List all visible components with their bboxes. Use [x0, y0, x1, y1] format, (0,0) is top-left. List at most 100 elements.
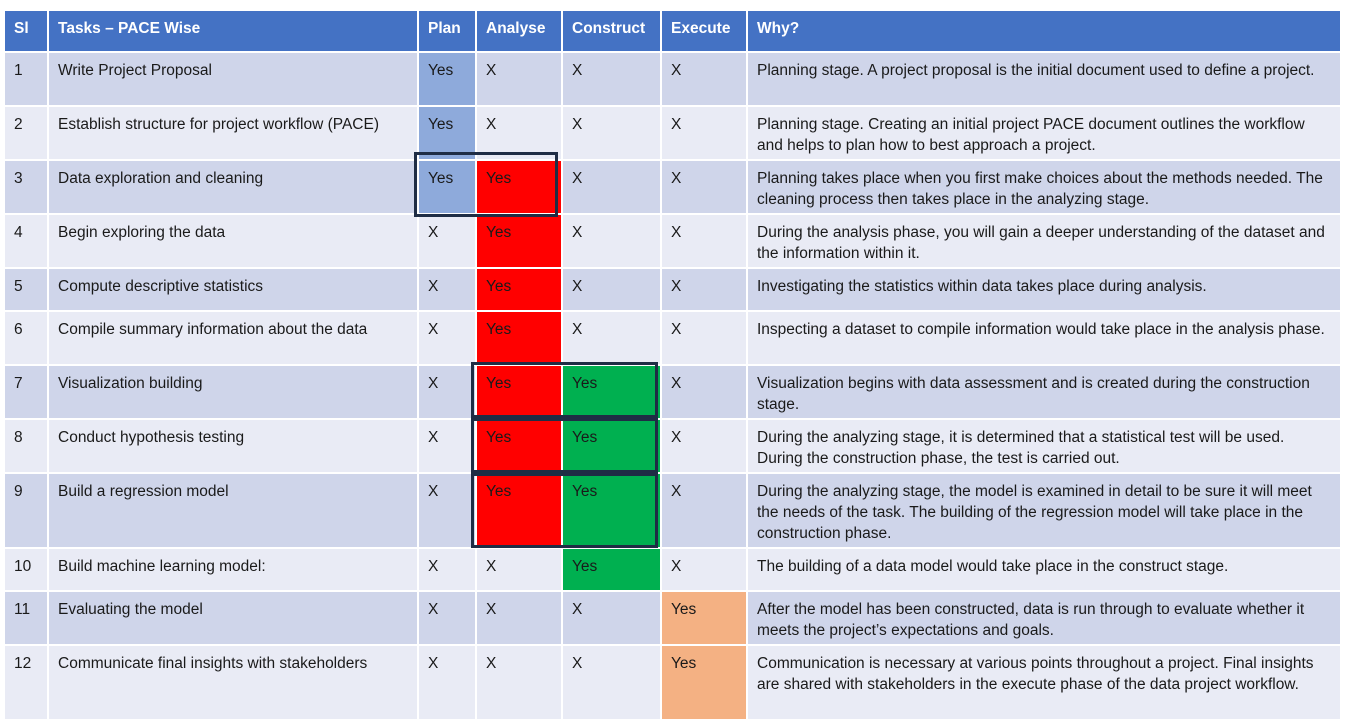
cell-task: Build a regression model — [47, 472, 419, 549]
cell-si: 12 — [3, 644, 49, 721]
cell-plan: X — [417, 590, 477, 646]
cell-task: Conduct hypothesis testing — [47, 418, 419, 474]
cell-plan: X — [417, 547, 477, 592]
table-row: 10 Build machine learning model: X X Yes X The… — [3, 547, 1342, 592]
cell-why: Planning stage. Creating an initial proj… — [746, 105, 1342, 161]
cell-analyse: Yes — [475, 213, 563, 269]
cell-si: 6 — [3, 310, 49, 366]
cell-plan: Yes — [417, 105, 477, 161]
cell-construct: X — [561, 267, 662, 312]
cell-analyse: Yes — [475, 267, 563, 312]
header-analyse: Analyse — [475, 9, 563, 53]
cell-execute: X — [660, 547, 748, 592]
header-plan: Plan — [417, 9, 477, 53]
cell-si: 9 — [3, 472, 49, 549]
cell-si: 11 — [3, 590, 49, 646]
cell-analyse: Yes — [475, 472, 563, 549]
cell-why: Visualization begins with data assessmen… — [746, 364, 1342, 420]
header-why: Why? — [746, 9, 1342, 53]
cell-si: 1 — [3, 51, 49, 107]
cell-analyse: Yes — [475, 418, 563, 474]
cell-why: During the analyzing stage, it is determ… — [746, 418, 1342, 474]
table-row: 8 Conduct hypothesis testing X Yes Yes X Durin… — [3, 418, 1342, 474]
cell-analyse: Yes — [475, 310, 563, 366]
header-execute: Execute — [660, 9, 748, 53]
cell-why: After the model has been constructed, da… — [746, 590, 1342, 646]
cell-execute: X — [660, 310, 748, 366]
cell-execute: X — [660, 472, 748, 549]
cell-analyse: Yes — [475, 364, 563, 420]
cell-execute: X — [660, 364, 748, 420]
cell-plan: Yes — [417, 51, 477, 107]
cell-construct: X — [561, 51, 662, 107]
cell-plan: X — [417, 364, 477, 420]
cell-analyse: X — [475, 547, 563, 592]
cell-construct: X — [561, 590, 662, 646]
cell-why: During the analyzing stage, the model is… — [746, 472, 1342, 549]
cell-task: Establish structure for project workflow… — [47, 105, 419, 161]
cell-plan: X — [417, 418, 477, 474]
cell-why: Planning stage. A project proposal is th… — [746, 51, 1342, 107]
cell-construct: Yes — [561, 547, 662, 592]
cell-execute: X — [660, 213, 748, 269]
cell-construct: X — [561, 105, 662, 161]
cell-si: 3 — [3, 159, 49, 215]
cell-why: During the analysis phase, you will gain… — [746, 213, 1342, 269]
cell-task: Data exploration and cleaning — [47, 159, 419, 215]
cell-construct: X — [561, 213, 662, 269]
cell-task: Build machine learning model: — [47, 547, 419, 592]
table-row: 3 Data exploration and cleaning Yes Yes X X Pl… — [3, 159, 1342, 215]
header-row: Sl Tasks – PACE Wise Plan Analyse Constr… — [3, 9, 1342, 53]
cell-task: Begin exploring the data — [47, 213, 419, 269]
cell-why: Planning takes place when you first make… — [746, 159, 1342, 215]
cell-execute: X — [660, 105, 748, 161]
cell-analyse: X — [475, 644, 563, 721]
cell-si: 4 — [3, 213, 49, 269]
cell-construct: Yes — [561, 364, 662, 420]
cell-plan: X — [417, 644, 477, 721]
cell-analyse: X — [475, 51, 563, 107]
cell-execute: X — [660, 418, 748, 474]
table-row: 7 Visualization building X Yes Yes X Visualiza… — [3, 364, 1342, 420]
cell-construct: X — [561, 159, 662, 215]
cell-analyse: Yes — [475, 159, 563, 215]
cell-plan: Yes — [417, 159, 477, 215]
table-row: 4 Begin exploring the data X Yes X X During th… — [3, 213, 1342, 269]
header-si: Sl — [3, 9, 49, 53]
table-row: 5 Compute descriptive statistics X Yes X X Inv… — [3, 267, 1342, 312]
cell-execute: X — [660, 51, 748, 107]
cell-si: 8 — [3, 418, 49, 474]
cell-analyse: X — [475, 105, 563, 161]
cell-construct: X — [561, 310, 662, 366]
cell-task: Communicate final insights with stakehol… — [47, 644, 419, 721]
table-row: 2 Establish structure for project workflo… — [3, 105, 1342, 161]
cell-why: The building of a data model would take … — [746, 547, 1342, 592]
table-row: 9 Build a regression model X Yes Yes X During … — [3, 472, 1342, 549]
header-construct: Construct — [561, 9, 662, 53]
cell-task: Evaluating the model — [47, 590, 419, 646]
cell-si: 5 — [3, 267, 49, 312]
cell-execute: Yes — [660, 644, 748, 721]
table-row: 1 Write Project Proposal Yes X X X Planning st… — [3, 51, 1342, 107]
cell-construct: Yes — [561, 472, 662, 549]
cell-plan: X — [417, 310, 477, 366]
cell-plan: X — [417, 267, 477, 312]
cell-si: 2 — [3, 105, 49, 161]
table-row: 11 Evaluating the model X X X Yes After the mo… — [3, 590, 1342, 646]
cell-execute: Yes — [660, 590, 748, 646]
cell-why: Investigating the statistics within data… — [746, 267, 1342, 312]
cell-execute: X — [660, 159, 748, 215]
cell-construct: X — [561, 644, 662, 721]
cell-plan: X — [417, 472, 477, 549]
cell-execute: X — [660, 267, 748, 312]
cell-task: Write Project Proposal — [47, 51, 419, 107]
table-row: 12 Communicate final insights with stakeh… — [3, 644, 1342, 721]
cell-si: 7 — [3, 364, 49, 420]
cell-task: Compile summary information about the da… — [47, 310, 419, 366]
cell-task: Compute descriptive statistics — [47, 267, 419, 312]
table-row: 6 Compile summary information about the d… — [3, 310, 1342, 366]
cell-why: Inspecting a dataset to compile informat… — [746, 310, 1342, 366]
cell-si: 10 — [3, 547, 49, 592]
cell-task: Visualization building — [47, 364, 419, 420]
header-task: Tasks – PACE Wise — [47, 9, 419, 53]
